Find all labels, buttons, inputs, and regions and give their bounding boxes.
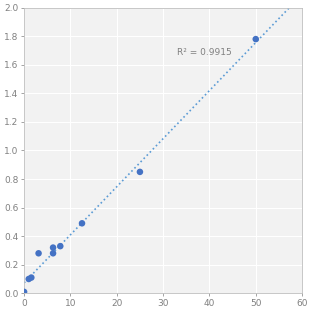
Point — [36, 251, 41, 256]
Point — [51, 245, 56, 250]
Point — [80, 221, 85, 226]
Point — [58, 244, 63, 249]
Text: R² = 0.9915: R² = 0.9915 — [177, 48, 232, 57]
Point — [253, 37, 258, 41]
Point — [22, 289, 27, 294]
Point — [137, 169, 142, 174]
Point — [51, 251, 56, 256]
Point — [26, 276, 31, 281]
Point — [29, 275, 34, 280]
